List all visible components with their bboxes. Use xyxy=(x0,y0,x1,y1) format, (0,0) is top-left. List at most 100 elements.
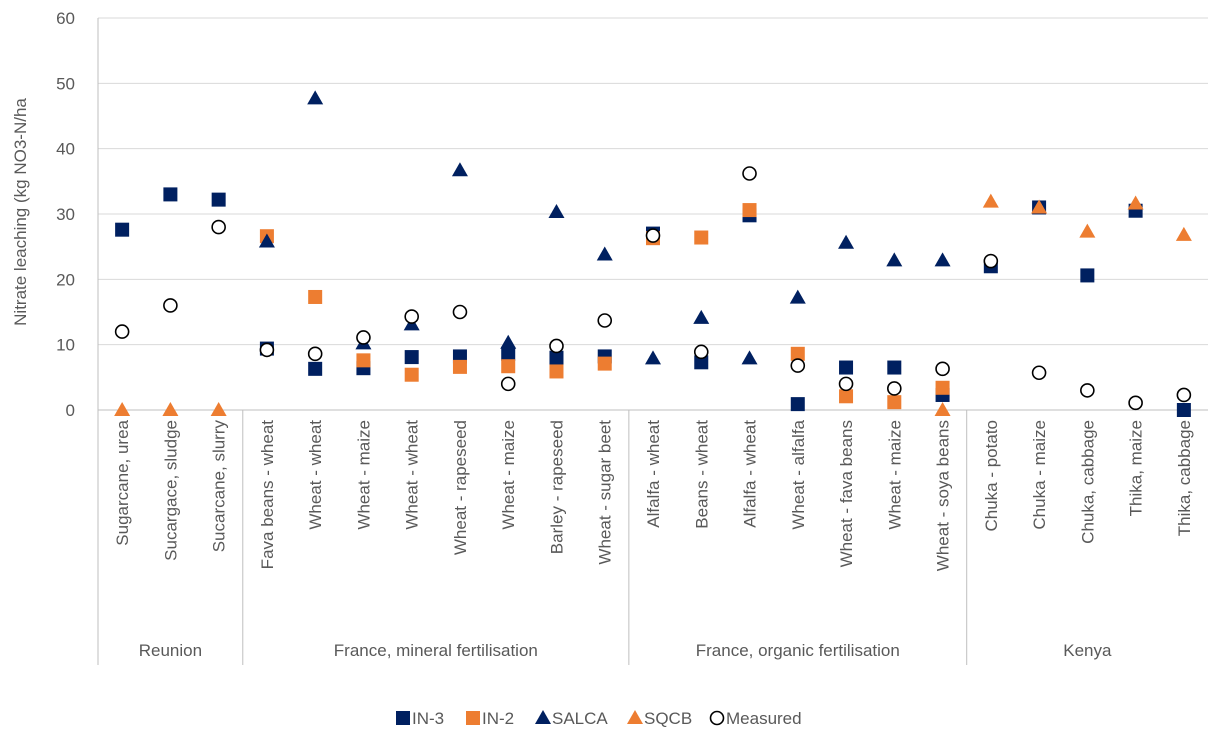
x-tick-label: Thika, cabbage xyxy=(1175,420,1194,536)
y-tick-label: 50 xyxy=(56,74,75,93)
point-sqcb xyxy=(210,402,227,416)
y-tick-labels: 0 10 20 30 40 50 60 xyxy=(56,9,75,420)
point-sqcb xyxy=(934,402,951,416)
point-in-3 xyxy=(163,187,178,202)
x-tick-label: Wheat - wheat xyxy=(403,420,422,530)
series-sqcb xyxy=(114,193,1192,416)
x-tick-label: Wheat - maize xyxy=(499,420,518,530)
series-measured xyxy=(114,166,1192,411)
series-salca xyxy=(258,90,951,365)
point-salca xyxy=(838,234,855,249)
x-tick-label: Sucarcane, slurry xyxy=(210,420,229,553)
point-in-2 xyxy=(452,359,467,374)
point-measured xyxy=(935,361,950,377)
point-salca xyxy=(693,309,710,324)
point-in-3 xyxy=(211,192,226,207)
point-salca xyxy=(934,252,951,267)
point-sqcb xyxy=(1079,223,1096,238)
point-in-3 xyxy=(1080,268,1095,283)
y-tick-label: 40 xyxy=(56,140,75,159)
legend-label-sqcb: SQCB xyxy=(644,709,692,728)
group-labels: Reunion France, mineral fertilisation Fran… xyxy=(139,641,1112,660)
point-in-2 xyxy=(356,353,371,368)
legend-label-salca: SALCA xyxy=(552,709,608,728)
point-measured xyxy=(887,381,902,396)
series-in-3 xyxy=(115,187,1191,417)
point-measured xyxy=(163,298,178,313)
point-in-3 xyxy=(790,397,805,412)
legend-marker-in-2 xyxy=(466,711,480,725)
point-in-3 xyxy=(694,355,709,370)
point-in-3 xyxy=(404,350,419,365)
point-measured xyxy=(114,324,130,339)
point-measured xyxy=(983,253,999,269)
legend-marker-salca xyxy=(535,710,551,724)
point-in-2 xyxy=(935,380,950,395)
point-in-3 xyxy=(115,222,130,237)
x-tick-label: Wheat - alfalfa xyxy=(789,419,808,529)
point-measured xyxy=(211,219,226,235)
x-tick-label: Wheat - maize xyxy=(885,420,904,530)
point-salca xyxy=(307,90,324,105)
data-points xyxy=(114,90,1192,417)
x-tick-label: Sugarcane, urea xyxy=(113,419,132,545)
x-tick-label: Beans - wheat xyxy=(692,420,711,529)
point-in-2 xyxy=(501,359,516,374)
point-sqcb xyxy=(1127,195,1144,210)
point-measured xyxy=(790,358,806,373)
x-tick-label: Wheat - wheat xyxy=(306,420,325,530)
group-label-kenya: Kenya xyxy=(1063,641,1112,660)
x-tick-label: Alfalfa - wheat xyxy=(741,420,760,528)
point-in-2 xyxy=(742,203,757,218)
point-measured xyxy=(838,376,854,392)
legend: IN-3 IN-2 SALCA SQCB Measured xyxy=(396,709,802,728)
point-in-3 xyxy=(839,360,854,375)
x-tick-label: Alfalfa - wheat xyxy=(644,420,663,528)
group-label-france-organic-fertilisation: France, organic fertilisation xyxy=(696,641,900,660)
x-tick-label: Chuka - maize xyxy=(1030,420,1049,530)
point-in-2 xyxy=(308,289,323,304)
x-tick-label: Sucargace, sludge xyxy=(161,420,180,561)
x-tick-label: Wheat - maize xyxy=(354,420,373,530)
point-in-3 xyxy=(1176,403,1191,417)
point-measured xyxy=(307,346,323,362)
legend-label-in-2: IN-2 xyxy=(482,709,514,728)
legend-marker-in-3 xyxy=(396,711,410,725)
point-measured xyxy=(597,313,613,328)
axes xyxy=(97,18,1208,665)
legend-item-in-2: IN-2 xyxy=(466,709,514,728)
legend-item-sqcb: SQCB xyxy=(627,709,692,728)
point-sqcb xyxy=(162,402,179,416)
x-tick-label: Wheat - soya beans xyxy=(934,420,953,571)
point-sqcb xyxy=(982,193,999,208)
legend-item-measured: Measured xyxy=(709,709,802,728)
x-tick-label: Fava beans - wheat xyxy=(258,420,277,570)
x-tick-label: Wheat - fava beans xyxy=(837,420,856,567)
point-measured xyxy=(549,338,564,354)
point-sqcb xyxy=(114,402,131,416)
y-tick-label: 10 xyxy=(56,336,75,355)
x-tick-label: Wheat - sugar beet xyxy=(596,420,615,565)
point-in-3 xyxy=(308,361,323,376)
point-measured xyxy=(742,166,757,181)
group-label-france-mineral-fertilisation: France, mineral fertilisation xyxy=(334,641,538,660)
point-sqcb xyxy=(1175,226,1192,241)
point-salca xyxy=(645,350,661,365)
point-salca xyxy=(741,350,758,365)
point-in-3 xyxy=(501,346,516,361)
x-tick-label: Chuka, cabbage xyxy=(1078,420,1097,544)
x-tick-label: Wheat - rapeseed xyxy=(451,420,470,555)
point-in-2 xyxy=(694,230,709,245)
point-in-2 xyxy=(597,356,612,371)
x-tick-label: Chuka - potato xyxy=(982,420,1001,532)
point-salca xyxy=(451,162,468,177)
point-measured xyxy=(452,304,468,320)
y-tick-label: 60 xyxy=(56,9,75,28)
point-sqcb xyxy=(1031,199,1048,214)
point-measured xyxy=(404,309,419,324)
point-salca xyxy=(258,233,275,248)
x-tick-labels: Sugarcane, urea Sucargace, sludge Sucarcan… xyxy=(113,419,1194,571)
legend-item-salca: SALCA xyxy=(535,709,608,728)
legend-marker-measured xyxy=(709,710,725,726)
